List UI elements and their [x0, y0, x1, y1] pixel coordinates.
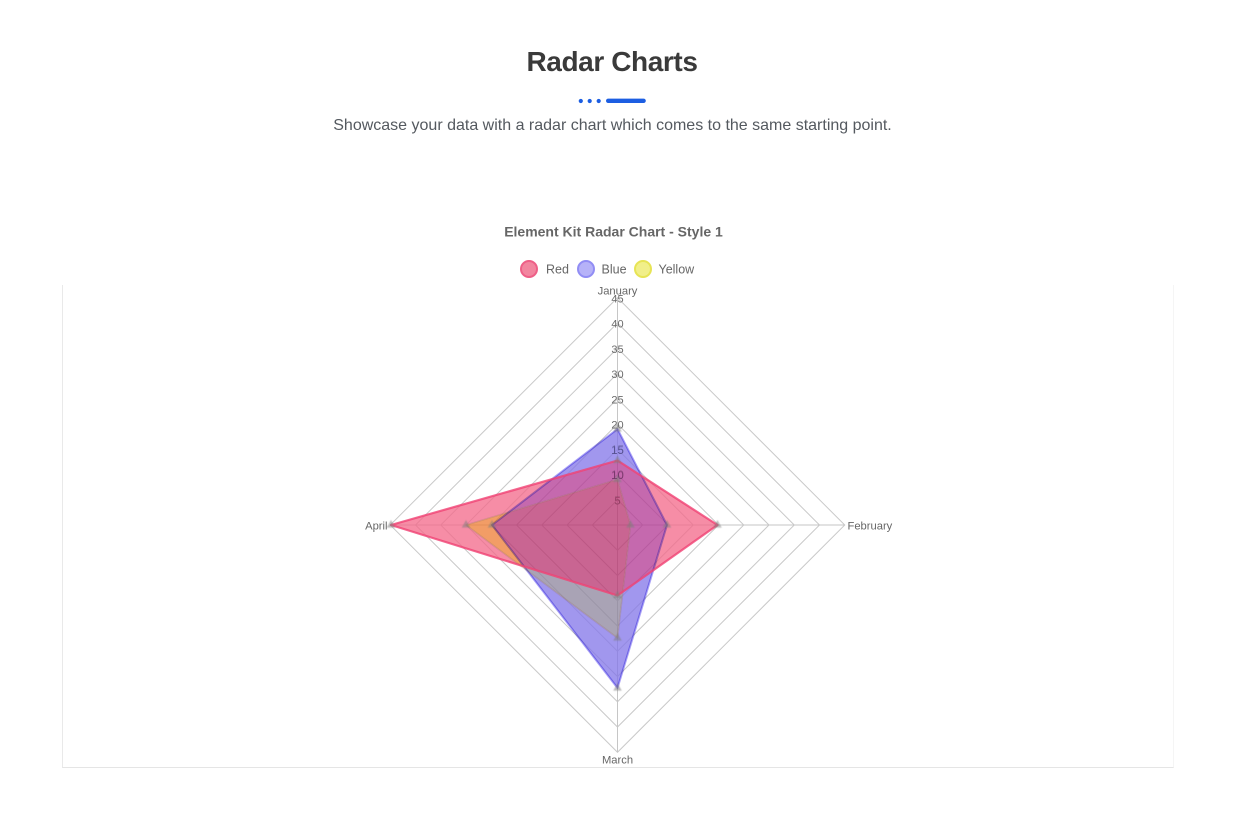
svg-text:15: 15 [611, 445, 624, 457]
svg-text:35: 35 [611, 344, 623, 356]
svg-text:40: 40 [611, 319, 623, 331]
svg-text:Yellow: Yellow [659, 263, 696, 277]
svg-text:April: April [365, 521, 387, 533]
svg-text:5: 5 [614, 495, 620, 507]
svg-text:10: 10 [611, 470, 624, 482]
svg-text:Red: Red [546, 263, 569, 277]
svg-text:45: 45 [611, 293, 623, 305]
svg-text:30: 30 [611, 369, 623, 381]
svg-text:Element Kit Radar Chart - Styl: Element Kit Radar Chart - Style 1 [504, 224, 723, 240]
svg-text:January: January [598, 286, 638, 298]
svg-text:March: March [602, 755, 633, 767]
svg-text:Blue: Blue [602, 263, 627, 277]
svg-text:25: 25 [611, 394, 623, 406]
svg-text:February: February [848, 521, 893, 533]
